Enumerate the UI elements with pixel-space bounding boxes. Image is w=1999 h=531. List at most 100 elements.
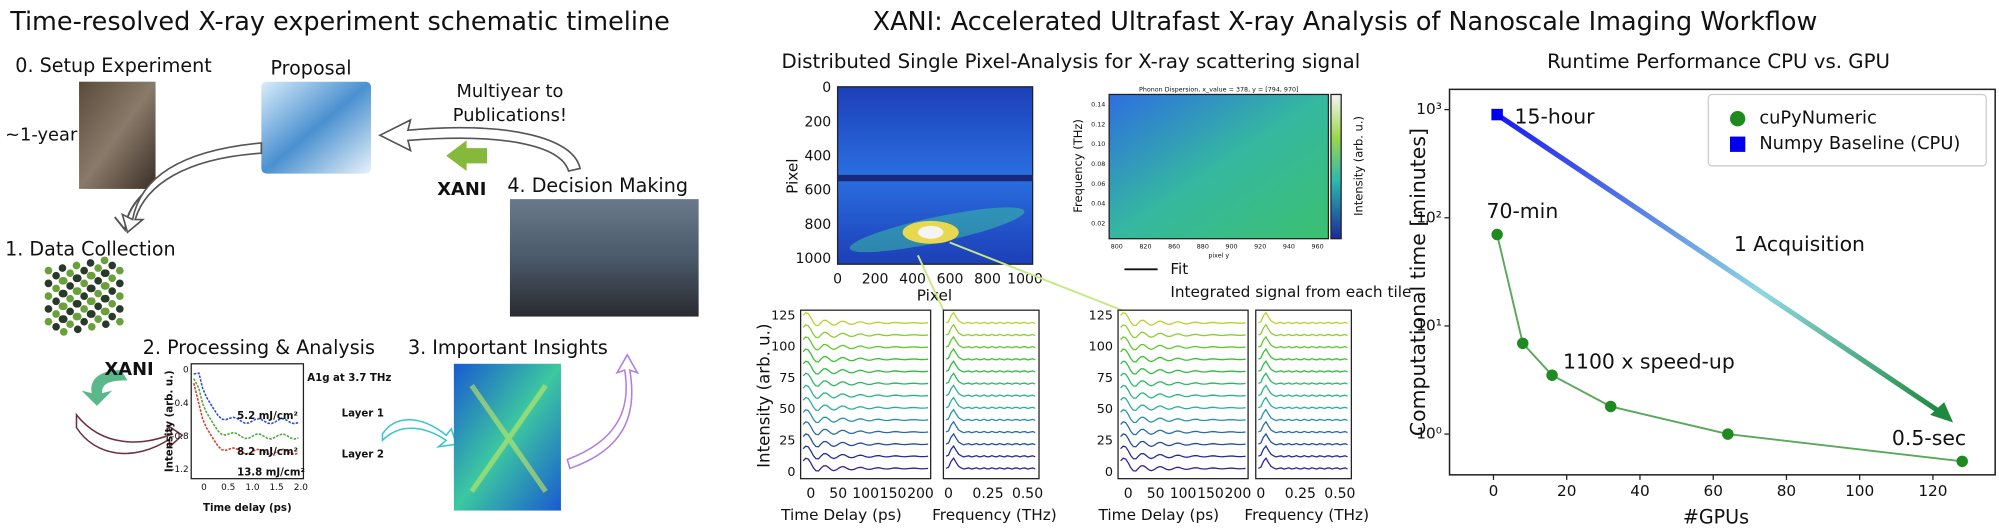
data-dot bbox=[80, 292, 88, 300]
data-dot bbox=[100, 269, 109, 277]
x-tick-label: 20 bbox=[1557, 482, 1576, 500]
data-dot bbox=[72, 287, 81, 295]
tick-label: 0.04 bbox=[1091, 200, 1105, 208]
trace bbox=[1258, 372, 1348, 385]
axes bbox=[1255, 309, 1353, 480]
tick-label: 900 bbox=[1225, 242, 1237, 250]
trace bbox=[1120, 324, 1246, 339]
chart-title: Runtime Performance CPU vs. GPU bbox=[1547, 50, 1890, 73]
trace bbox=[945, 432, 1036, 446]
axis-label: pixel y bbox=[1208, 251, 1229, 259]
data-dot bbox=[58, 289, 67, 298]
trace bbox=[945, 311, 1036, 325]
tick-label: 0.10 bbox=[1091, 140, 1105, 148]
tick-label: 100 bbox=[1170, 486, 1197, 502]
axis-label: Pixel bbox=[917, 287, 952, 305]
tick-label: 0 bbox=[1124, 486, 1133, 502]
data-dot bbox=[66, 320, 74, 329]
tick-label: 100 bbox=[852, 486, 879, 502]
tick-label: 50 bbox=[1097, 402, 1113, 417]
data-dot bbox=[66, 307, 74, 316]
panel-title: XANI: Accelerated Ultrafast X-ray Analys… bbox=[873, 7, 1818, 37]
speedup-arrow-head bbox=[1930, 402, 1954, 423]
x-tick-label: 80 bbox=[1777, 482, 1796, 500]
step-label: 0. Setup Experiment bbox=[15, 54, 212, 77]
trace bbox=[1120, 421, 1246, 436]
tick-label: 0.25 bbox=[1285, 486, 1316, 502]
trace bbox=[1258, 396, 1348, 410]
data-dot bbox=[58, 302, 67, 311]
tick-label: 800 bbox=[1111, 242, 1123, 250]
inset-plot: 0 -0.4 -0.8 -1.2 0 0.5 1.0 1.5 2.0 bbox=[171, 366, 308, 493]
x-tick-label: 120 bbox=[1918, 482, 1947, 500]
note: Publications! bbox=[453, 105, 567, 126]
data-dot bbox=[108, 261, 117, 270]
data-dot bbox=[58, 276, 67, 285]
trace bbox=[802, 336, 929, 351]
plot-area bbox=[1448, 88, 1996, 476]
tick-label: 25 bbox=[1097, 434, 1113, 449]
trace bbox=[802, 348, 929, 363]
data-dot bbox=[94, 264, 102, 272]
tick-label: 1.0 bbox=[245, 483, 259, 493]
tick-label: 0.08 bbox=[1091, 160, 1105, 168]
inset-note: Layer 1 bbox=[342, 409, 384, 420]
trace bbox=[1258, 432, 1348, 446]
trace bbox=[1120, 336, 1246, 351]
data-dot bbox=[100, 282, 109, 290]
xani-arrow bbox=[446, 140, 488, 172]
trace bbox=[1120, 360, 1246, 375]
trace bbox=[945, 456, 1036, 470]
x-axis-label: #GPUs bbox=[1683, 506, 1749, 529]
tick-label: 820 bbox=[1139, 242, 1151, 250]
trace bbox=[945, 396, 1036, 410]
tick-label: 1000 bbox=[1007, 272, 1043, 288]
data-dot bbox=[87, 322, 96, 331]
connector bbox=[917, 241, 1123, 312]
data-dot bbox=[86, 271, 95, 280]
tick-label: 0.25 bbox=[972, 486, 1003, 502]
panel-subtitle: Distributed Single Pixel-Analysis for X-… bbox=[782, 50, 1361, 73]
trace bbox=[802, 384, 929, 399]
data-dot bbox=[58, 264, 67, 272]
inset-note: Layer 2 bbox=[342, 449, 384, 460]
trace bbox=[1258, 384, 1348, 398]
annotation: 15-hour bbox=[1515, 104, 1596, 128]
inset-note: A1g at 3.7 THz bbox=[307, 373, 391, 384]
plot-title: Phonon Dispersion, x_value = 378, y = [7… bbox=[1139, 85, 1299, 93]
tick-label: 0.02 bbox=[1091, 219, 1105, 227]
tick-label: 880 bbox=[1197, 242, 1209, 250]
data-dot bbox=[72, 274, 81, 283]
tick-label: 800 bbox=[804, 217, 831, 233]
tick-label: 150 bbox=[880, 486, 907, 502]
data-dot bbox=[52, 271, 60, 280]
trace bbox=[802, 372, 929, 387]
trace bbox=[945, 408, 1036, 422]
arrow bbox=[381, 419, 458, 448]
trace bbox=[945, 384, 1036, 398]
data-dot bbox=[94, 315, 102, 323]
legend-box bbox=[1707, 93, 1987, 167]
setup-photo bbox=[79, 81, 156, 189]
point bbox=[1956, 455, 1968, 468]
trace bbox=[1120, 372, 1246, 387]
data-dot bbox=[94, 289, 102, 298]
tick-label: 920 bbox=[1254, 242, 1266, 250]
tick-label: 0.12 bbox=[1091, 120, 1105, 128]
trace bbox=[945, 323, 1036, 337]
tick-label: 400 bbox=[804, 148, 831, 164]
tick-label: -0.4 bbox=[171, 399, 189, 409]
tick-label: 1000 bbox=[796, 251, 832, 267]
arrow bbox=[75, 412, 184, 455]
tick-label: 400 bbox=[899, 272, 926, 288]
data-dot bbox=[86, 297, 95, 306]
trace bbox=[1120, 396, 1246, 412]
trace bbox=[1120, 348, 1246, 363]
arrow bbox=[121, 142, 263, 234]
arrow bbox=[378, 118, 582, 173]
inset-axes bbox=[190, 363, 305, 480]
